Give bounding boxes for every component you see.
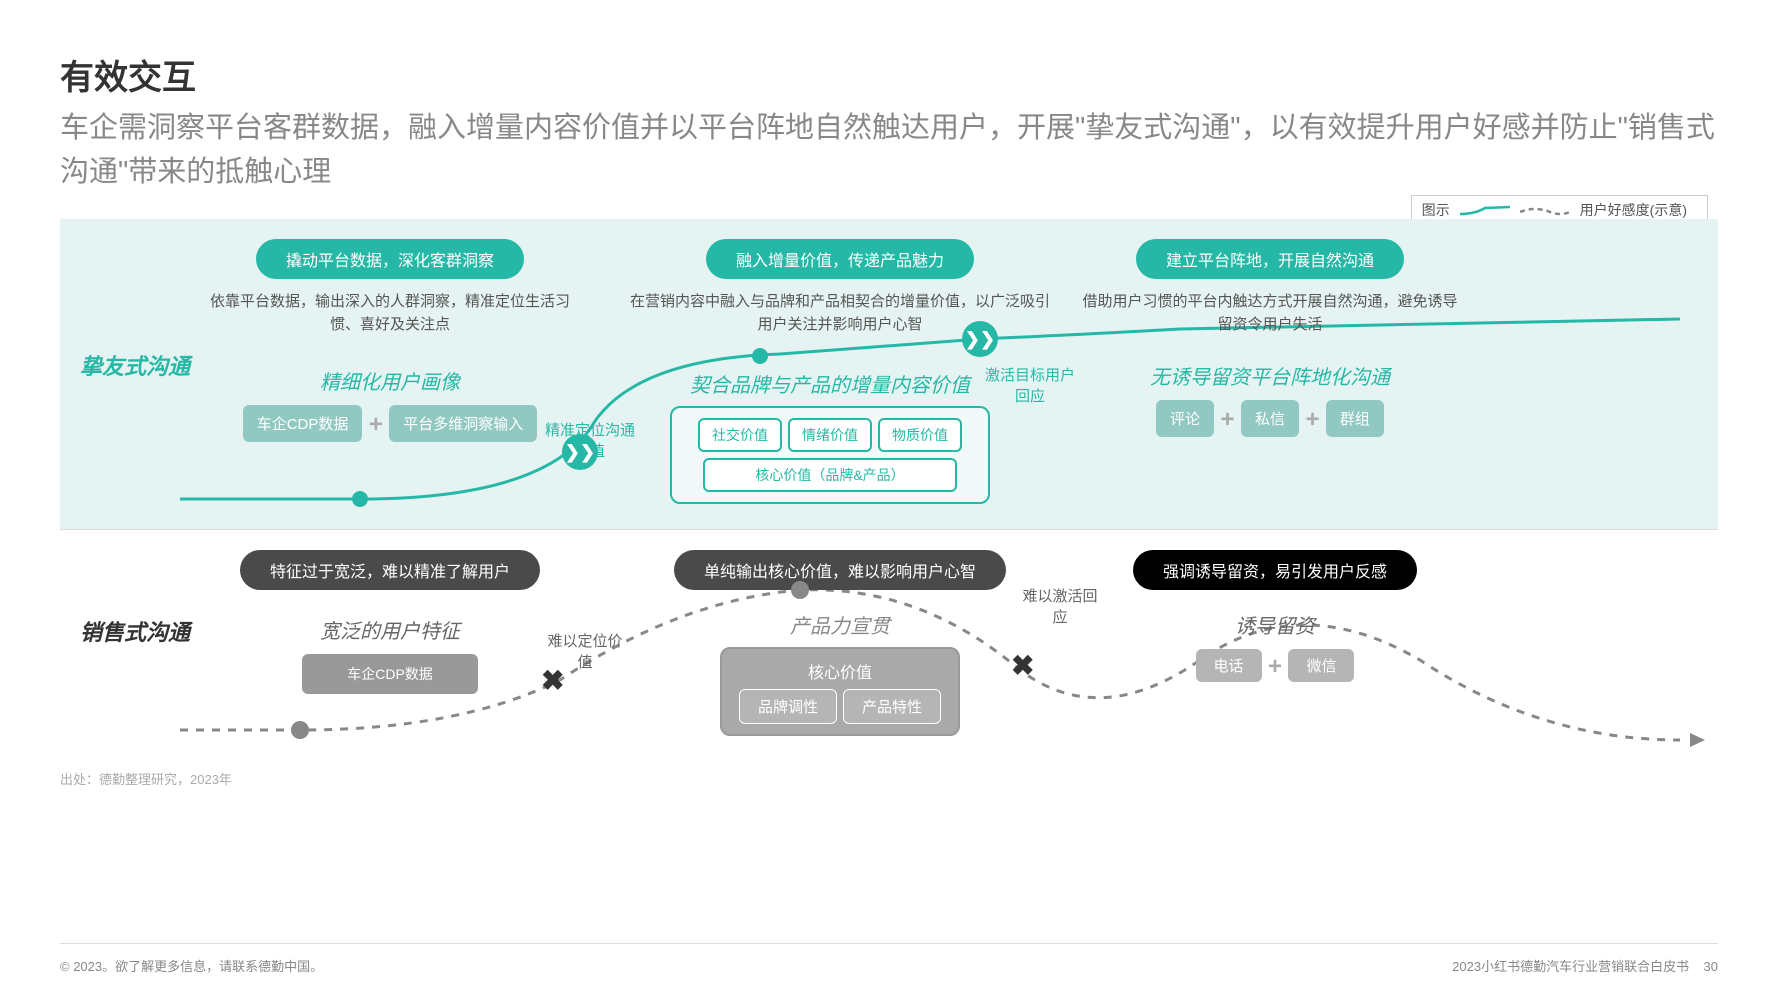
subhead-b1: 宽泛的用户特征 bbox=[205, 615, 575, 644]
bottom-panel: 销售式沟通 特征过于宽泛，难以精准了解用户 宽泛的用户特征 车企CDP数据 难以… bbox=[60, 529, 1718, 754]
bot-col-2-box: 产品力宣贯 核心价值 品牌调性 产品特性 bbox=[720, 610, 960, 736]
page-title: 有效交互 bbox=[60, 50, 1718, 99]
diagram: 挚友式沟通 撬动平台数据，深化客群洞察 依靠平台数据，输出深入的人群洞察，精准定… bbox=[60, 219, 1718, 754]
row-label-sales: 销售式沟通 bbox=[80, 615, 190, 647]
footer: © 2023。欲了解更多信息，请联系德勤中国。 2023小红书德勤汽车行业营销联… bbox=[60, 943, 1718, 975]
subhead-3: 无诱导留资平台阵地化沟通 bbox=[1080, 361, 1460, 390]
top-panel: 挚友式沟通 撬动平台数据，深化客群洞察 依靠平台数据，输出深入的人群洞察，精准定… bbox=[60, 219, 1718, 529]
slide: 有效交互 车企需洞察平台客群数据，融入增量内容价值并以平台阵地自然触达用户，开展… bbox=[0, 0, 1778, 818]
chip-b-wechat: 微信 bbox=[1288, 649, 1354, 682]
page-subtitle: 车企需洞察平台客群数据，融入增量内容价值并以平台阵地自然触达用户，开展"挚友式沟… bbox=[60, 107, 1718, 194]
pill-b2: 单纯输出核心价值，难以影响用户心智 bbox=[674, 550, 1006, 590]
pill-b3: 强调诱导留资，易引发用户反感 bbox=[1133, 550, 1417, 590]
chip-emotion: 情绪价值 bbox=[788, 418, 872, 452]
curve-dot bbox=[752, 348, 768, 364]
arrow-circle-icon: ❯❯ bbox=[962, 321, 998, 357]
subhead-b2: 产品力宣贯 bbox=[720, 610, 960, 639]
top-col-1: 撬动平台数据，深化客群洞察 依靠平台数据，输出深入的人群洞察，精准定位生活习惯、… bbox=[210, 239, 570, 442]
wirebox-2: 社交价值 情绪价值 物质价值 核心价值（品牌&产品） bbox=[670, 406, 990, 504]
curve-dot-gray bbox=[791, 581, 809, 599]
chips-1: 车企CDP数据 + 平台多维洞察输入 bbox=[210, 405, 570, 442]
top-col-2-box: 契合品牌与产品的增量内容价值 社交价值 情绪价值 物质价值 核心价值（品牌&产品… bbox=[670, 369, 990, 504]
chip-cdp: 车企CDP数据 bbox=[243, 405, 363, 442]
top-col-3: 建立平台阵地，开展自然沟通 借助用户习惯的平台内触达方式开展自然沟通，避免诱导留… bbox=[1080, 239, 1460, 437]
curve-dot-gray bbox=[291, 721, 309, 739]
desc-1: 依靠平台数据，输出深入的人群洞察，精准定位生活习惯、喜好及关注点 bbox=[210, 291, 570, 336]
legend-label: 用户好感度(示意) bbox=[1580, 200, 1687, 220]
x-mark-icon: ✖ bbox=[1011, 649, 1039, 677]
pill-b1: 特征过于宽泛，难以精准了解用户 bbox=[240, 550, 540, 590]
subhead-b3: 诱导留资 bbox=[1090, 610, 1460, 639]
plus-icon: + bbox=[1305, 406, 1319, 433]
footer-left: © 2023。欲了解更多信息，请联系德勤中国。 bbox=[60, 956, 323, 975]
pill-3: 建立平台阵地，开展自然沟通 bbox=[1136, 239, 1404, 279]
page-number: 30 bbox=[1704, 959, 1718, 974]
chip-material: 物质价值 bbox=[878, 418, 962, 452]
row-label-friendly: 挚友式沟通 bbox=[80, 349, 190, 381]
source-note: 出处：德勤整理研究，2023年 bbox=[60, 769, 1718, 788]
annot-2: 激活目标用户回应 bbox=[980, 364, 1080, 406]
pill-1: 撬动平台数据，深化客群洞察 bbox=[256, 239, 524, 279]
subhead-2: 契合品牌与产品的增量内容价值 bbox=[670, 369, 990, 398]
footer-right: 2023小红书德勤汽车行业营销联合白皮书 30 bbox=[1452, 956, 1718, 975]
x-mark-icon: ✖ bbox=[541, 664, 569, 692]
desc-3: 借助用户习惯的平台内触达方式开展自然沟通，避免诱导留资令用户失活 bbox=[1080, 291, 1460, 336]
chip-b-phone: 电话 bbox=[1196, 649, 1262, 682]
plus-icon: + bbox=[1268, 653, 1282, 680]
legend-teal-line-icon bbox=[1460, 204, 1510, 216]
bot-col-1: 特征过于宽泛，难以精准了解用户 宽泛的用户特征 车企CDP数据 bbox=[205, 550, 575, 694]
chip-b-brand: 品牌调性 bbox=[739, 689, 837, 724]
chips-3: 评论 + 私信 + 群组 bbox=[1080, 400, 1460, 437]
boxhead-b2: 核心价值 bbox=[732, 659, 948, 683]
pill-2: 融入增量价值，传递产品魅力 bbox=[706, 239, 974, 279]
legend-gray-line-icon bbox=[1520, 204, 1570, 216]
chip-group: 群组 bbox=[1326, 400, 1384, 437]
chip-b-product: 产品特性 bbox=[843, 689, 941, 724]
chip-core: 核心价值（品牌&产品） bbox=[703, 458, 956, 492]
arrow-circle-icon: ❯❯ bbox=[562, 434, 598, 470]
subhead-1: 精细化用户画像 bbox=[210, 366, 570, 395]
annot-b2: 难以激活回应 bbox=[1020, 585, 1100, 627]
curve-dot bbox=[352, 491, 368, 507]
chip-dm: 私信 bbox=[1241, 400, 1299, 437]
legend-prefix: 图示 bbox=[1422, 200, 1450, 220]
chip-b-cdp: 车企CDP数据 bbox=[302, 654, 478, 694]
chip-social: 社交价值 bbox=[698, 418, 782, 452]
bot-col-2: 单纯输出核心价值，难以影响用户心智 bbox=[630, 550, 1050, 590]
plus-icon: + bbox=[1221, 406, 1235, 433]
bot-col-3: 强调诱导留资，易引发用户反感 诱导留资 电话 + 微信 bbox=[1090, 550, 1460, 682]
chip-comment: 评论 bbox=[1156, 400, 1214, 437]
wirebox-b2: 核心价值 品牌调性 产品特性 bbox=[720, 647, 960, 736]
plus-icon: + bbox=[369, 411, 383, 438]
chip-insight: 平台多维洞察输入 bbox=[389, 405, 537, 442]
